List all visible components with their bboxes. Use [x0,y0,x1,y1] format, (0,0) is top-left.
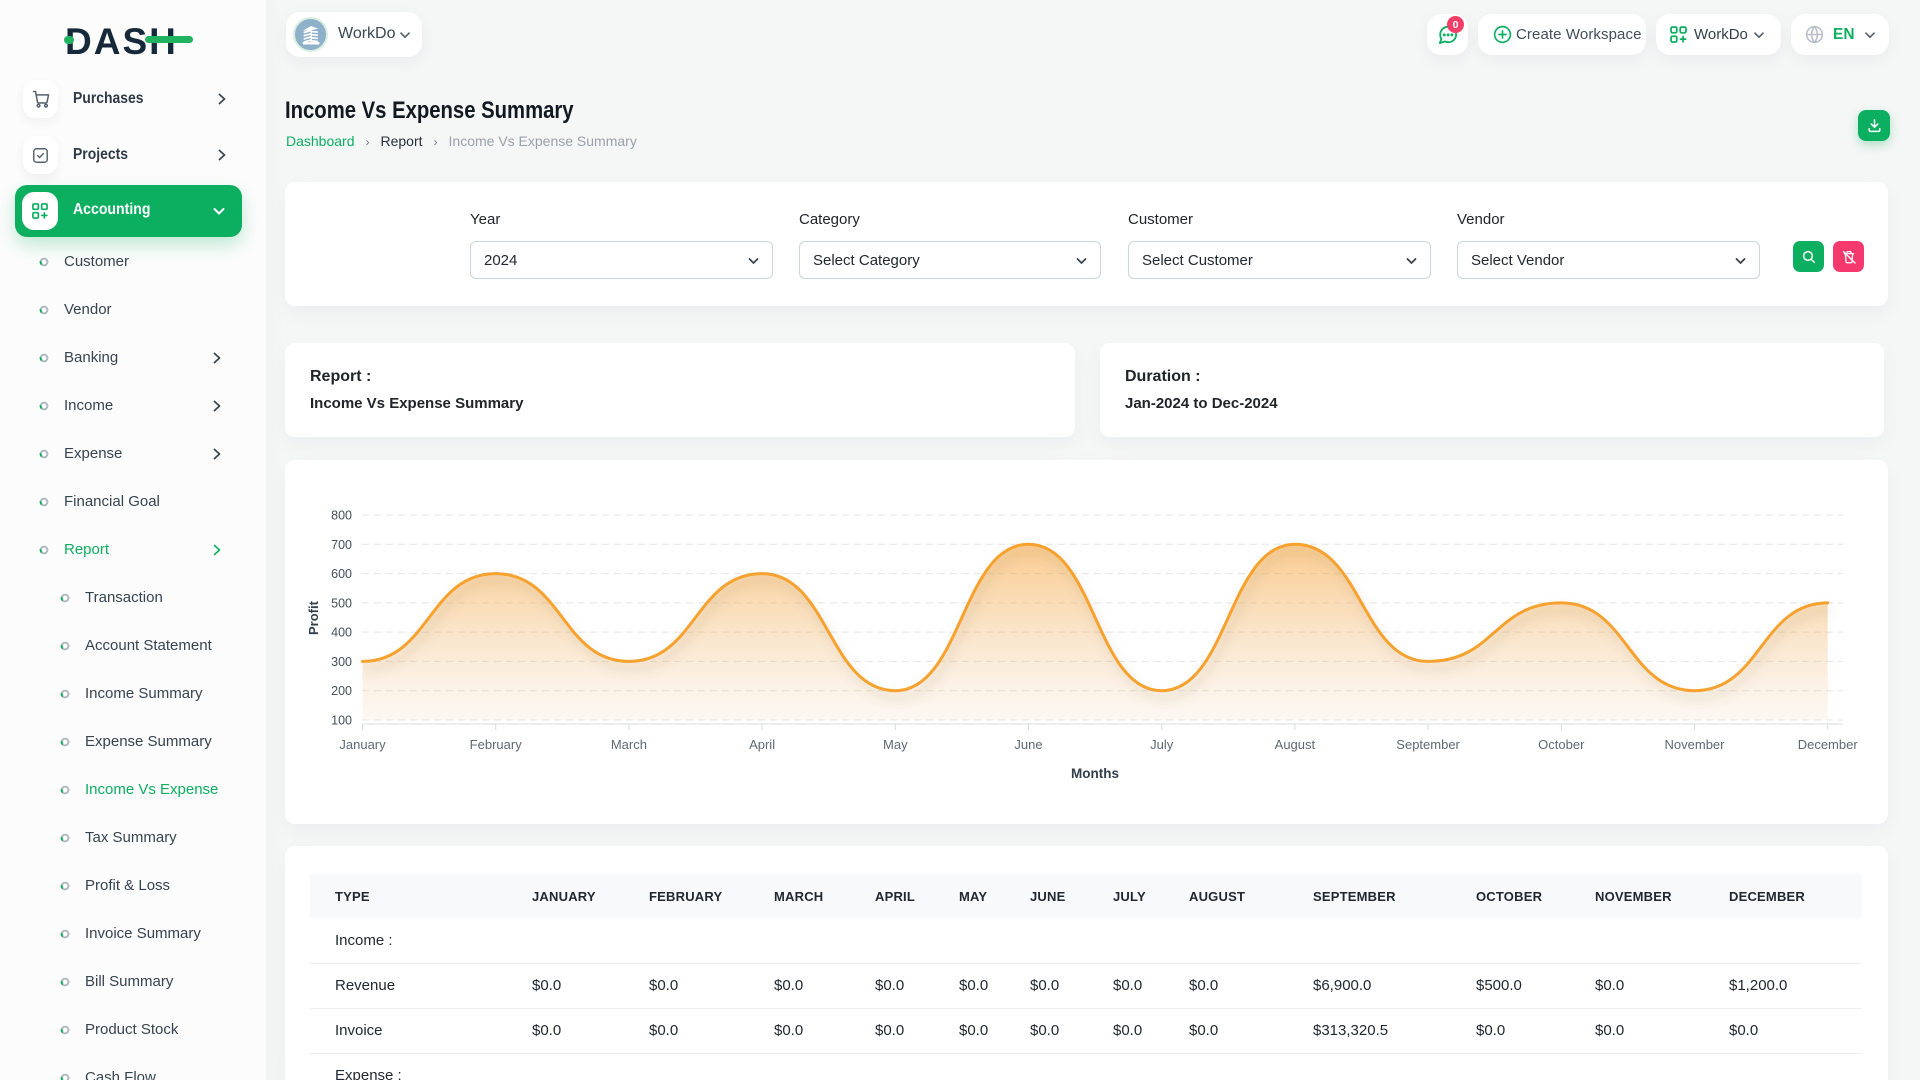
svg-text:August: August [1275,737,1316,752]
svg-text:300: 300 [331,655,352,669]
svg-text:December: December [1798,737,1859,752]
svg-text:February: February [470,737,523,752]
svg-text:March: March [611,737,647,752]
svg-text:April: April [749,737,775,752]
svg-text:100: 100 [331,714,352,728]
svg-text:January: January [339,737,386,752]
svg-text:July: July [1150,737,1174,752]
svg-text:800: 800 [331,509,352,523]
svg-text:November: November [1665,737,1726,752]
svg-text:400: 400 [331,626,352,640]
svg-text:Profit: Profit [306,600,321,635]
svg-text:Months: Months [1071,766,1119,781]
svg-text:700: 700 [331,538,352,552]
svg-text:200: 200 [331,684,352,698]
svg-text:May: May [883,737,908,752]
svg-text:500: 500 [331,596,352,610]
svg-text:September: September [1396,737,1460,752]
svg-text:600: 600 [331,567,352,581]
svg-text:June: June [1014,737,1042,752]
svg-text:October: October [1538,737,1585,752]
